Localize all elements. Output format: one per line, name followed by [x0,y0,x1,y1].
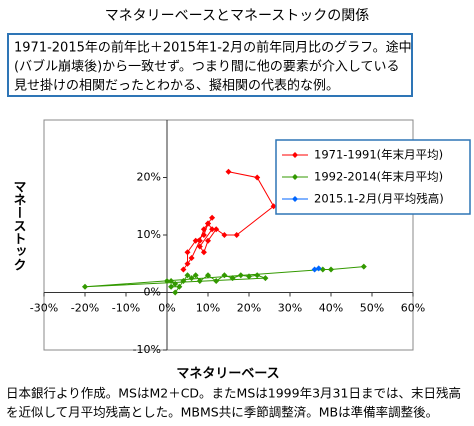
point [200,249,207,256]
point [168,278,175,284]
point [328,266,334,273]
series-line [182,171,275,270]
point [180,266,187,273]
legend-label: 1992-2014(年末月平均) [314,170,443,184]
point [205,237,211,244]
chart-title: マネタリーベースとマネーストックの関係 [105,8,370,24]
x-tick-label: 50% [360,302,384,315]
point [205,272,211,279]
x-axis-label: マネタリーベース [176,367,279,382]
y-axis-label: マネーストック [11,180,27,271]
point [184,260,191,267]
legend-marker [292,152,298,158]
point [254,272,261,279]
point [176,283,183,290]
point [196,237,203,244]
x-tick-label: 60% [401,302,425,315]
point [233,232,240,238]
point [192,272,199,279]
x-tick-label: 30% [278,302,302,315]
x-tick-label: -30% [30,302,58,315]
legend-marker [292,174,298,180]
point [164,278,170,284]
point [262,275,269,282]
legend-marker [292,196,298,202]
x-tick-label: 10% [196,302,220,315]
annotation: (バブル崩壊後)から一致せず。つまり間に他の要素が介入している [14,59,399,75]
point [200,226,207,233]
point [172,289,179,296]
point [196,278,203,284]
point [196,243,203,250]
annotation: 見せ掛けの相関だったとわかる、擬相関の代表的な例。 [14,78,339,94]
note: 日本銀行より作成。MSはM2＋CD。またMSは1999年3月31日までは、末日残… [6,386,461,401]
point [200,232,207,238]
legend-label: 1971-1991(年末月平均) [314,148,443,162]
y-tick-label: -10% [133,343,161,356]
y-tick-label: 10% [137,228,161,241]
point [192,237,199,244]
legend-box [275,139,471,215]
annotation: 1971-2015年の前年比＋2015年1-2月の前年同月比のグラフ。途中 [14,40,412,56]
point [270,203,277,210]
point [82,283,88,290]
point [209,226,216,233]
point [213,226,220,233]
point [315,265,322,272]
x-tick-label: -10% [112,302,140,315]
point [184,272,191,279]
point [229,275,236,282]
point [188,255,195,261]
point [254,174,261,181]
point [237,272,244,279]
y-tick-label: 0% [144,286,161,299]
x-tick-label: 20% [237,302,261,315]
point [360,263,367,270]
point [221,272,228,279]
x-tick-label: 40% [319,302,343,315]
x-tick-label: -20% [71,302,99,315]
plot-area [43,119,414,351]
point [225,168,232,175]
point [213,278,220,284]
point [209,214,216,221]
point [184,249,191,256]
point [205,220,211,227]
legend-label: 2015.1-2月(月平均残高) [314,192,444,206]
y-tick-label: 20% [137,171,161,184]
point [246,273,252,280]
point [180,278,187,284]
point [172,280,179,287]
point [188,275,195,282]
annotation-box [7,33,413,97]
point [221,232,228,238]
point [168,283,175,290]
x-tick-label: 0% [158,302,175,315]
note: を近似して月平均残高とした。MBMS共に季節調整済。MBは準備率調整後。 [6,405,438,420]
